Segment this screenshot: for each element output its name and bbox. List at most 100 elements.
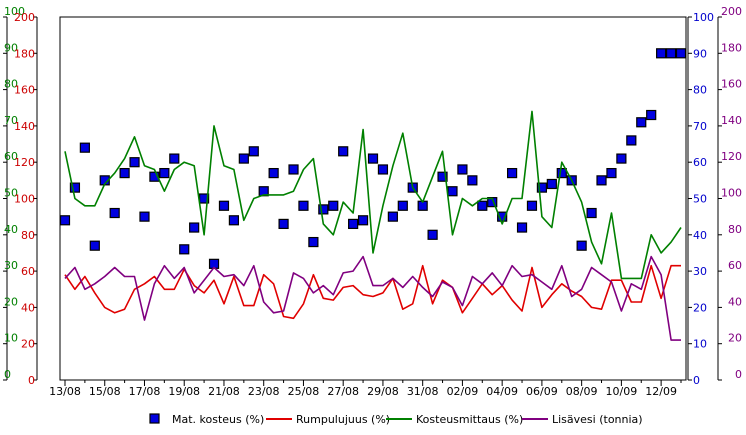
legend-item: Mat. kosteus (%) xyxy=(149,413,264,426)
right_outer-tick-label: 0 xyxy=(735,368,742,381)
data-point xyxy=(427,229,438,240)
x-tick-label: 19/08 xyxy=(168,385,200,398)
right_inner-tick-label: 80 xyxy=(693,84,707,97)
right_outer-tick-label: 200 xyxy=(721,5,742,18)
right_inner-tick-label: 90 xyxy=(693,47,707,60)
left_outer-tick-label: 0 xyxy=(4,368,11,381)
x-tick-label: 17/08 xyxy=(129,385,161,398)
data-point xyxy=(59,215,71,226)
x-tick-label: 27/08 xyxy=(327,385,359,398)
data-point xyxy=(437,171,448,182)
left_outer-tick-label: 20 xyxy=(4,295,18,308)
legend-marker xyxy=(149,413,160,424)
right_inner-tick-label: 20 xyxy=(693,301,707,314)
data-point xyxy=(665,48,677,59)
data-point xyxy=(89,240,100,251)
series-line xyxy=(64,110,682,280)
data-point xyxy=(169,153,180,164)
left_inner-tick-label: 100 xyxy=(14,193,35,206)
left_inner-tick-label: 20 xyxy=(21,338,35,351)
right_inner-tick-label: 30 xyxy=(693,265,707,278)
data-point xyxy=(516,222,528,233)
x-tick-label: 02/09 xyxy=(447,385,479,398)
data-point xyxy=(536,182,548,193)
data-point xyxy=(159,167,170,179)
x-tick-label: 23/08 xyxy=(248,385,280,398)
data-point xyxy=(656,48,667,59)
series-line xyxy=(64,264,681,320)
data-point xyxy=(596,175,607,186)
data-point xyxy=(586,207,597,219)
right_outer-tick-label: 180 xyxy=(721,41,742,54)
left_inner-tick-label: 40 xyxy=(21,301,35,314)
left_inner-tick-label: 140 xyxy=(14,120,35,133)
data-point xyxy=(149,171,160,182)
data-point xyxy=(69,182,81,193)
right_inner-tick-label: 50 xyxy=(693,193,707,206)
plot-frame xyxy=(59,16,687,381)
right_outer-tick-label: 80 xyxy=(728,223,742,236)
x-tick-label: 29/08 xyxy=(367,385,399,398)
axes: 0102030405060708090100020406080100120140… xyxy=(3,5,742,398)
x-tick-label: 31/08 xyxy=(407,385,439,398)
data-point xyxy=(328,200,339,211)
data-point xyxy=(189,222,200,233)
legend: Mat. kosteus (%) Rumpulujuus (%) Kosteusmi… xyxy=(149,413,643,426)
right_outer-tick-label: 20 xyxy=(728,332,742,345)
data-point xyxy=(298,200,309,211)
data-point xyxy=(179,244,190,255)
left_outer-tick-label: 70 xyxy=(4,114,18,127)
data-point xyxy=(139,211,150,222)
data-point xyxy=(377,164,389,175)
data-point xyxy=(487,197,498,208)
left_inner-tick-label: 200 xyxy=(14,11,35,24)
data-point xyxy=(556,167,567,179)
data-point xyxy=(626,135,637,146)
right_inner-tick-label: 0 xyxy=(693,374,700,387)
x-tick-label: 21/08 xyxy=(208,385,240,398)
legend-item: Lisävesi (tonnia) xyxy=(522,413,643,426)
right_outer-tick-label: 120 xyxy=(721,150,742,163)
right_inner-tick-label: 60 xyxy=(693,156,707,169)
data-point xyxy=(526,200,538,211)
left_outer-tick-label: 40 xyxy=(4,223,18,236)
data-point xyxy=(467,175,478,186)
data-point xyxy=(348,218,359,230)
data-point xyxy=(129,157,140,168)
series-1 xyxy=(64,264,681,320)
data-point xyxy=(218,200,230,211)
x-tick-label: 10/09 xyxy=(606,385,638,398)
data-point xyxy=(308,236,319,248)
x-tick-label: 06/09 xyxy=(526,385,558,398)
legend-item: Rumpulujuus (%) xyxy=(266,413,390,426)
plot-area xyxy=(59,48,687,341)
right_inner-tick-label: 70 xyxy=(693,120,707,133)
data-point xyxy=(576,240,587,251)
data-point xyxy=(497,211,508,222)
series-2 xyxy=(64,110,682,280)
data-point xyxy=(477,200,488,211)
data-point xyxy=(387,211,398,222)
left_inner-tick-label: 160 xyxy=(14,84,35,97)
data-point xyxy=(457,164,468,175)
right_outer-tick-label: 100 xyxy=(721,187,742,200)
data-point xyxy=(109,207,120,219)
left_inner-tick-label: 60 xyxy=(21,265,35,278)
x-tick-label: 25/08 xyxy=(288,385,320,398)
left_outer-tick-label: 100 xyxy=(4,5,25,18)
right_inner-tick-label: 10 xyxy=(693,338,707,351)
left_outer-tick-label: 60 xyxy=(4,150,18,163)
data-point xyxy=(248,146,259,157)
x-tick-label: 15/08 xyxy=(89,385,121,398)
left_outer-tick-label: 30 xyxy=(4,259,18,272)
series-3 xyxy=(64,255,681,341)
data-point xyxy=(228,215,240,226)
data-point xyxy=(338,146,349,157)
x-tick-label: 12/09 xyxy=(645,385,677,398)
data-point xyxy=(616,153,627,164)
x-tick-label: 13/08 xyxy=(49,385,81,398)
data-point xyxy=(79,142,90,153)
legend-label: Lisävesi (tonnia) xyxy=(552,413,643,426)
x-tick-label: 04/09 xyxy=(486,385,518,398)
